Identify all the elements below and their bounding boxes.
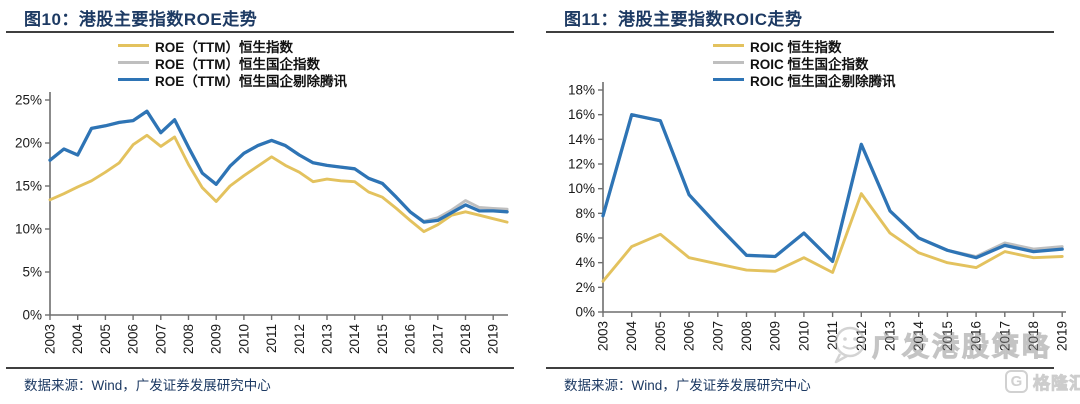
gelonghui-g-icon: G	[1005, 370, 1028, 393]
legend-label: ROIC 恒生国企指数	[750, 56, 869, 72]
footer-divider	[546, 367, 1054, 369]
x-tick-label: 2010	[236, 324, 251, 354]
x-tick-label: 2010	[796, 321, 811, 351]
title-divider	[6, 31, 514, 33]
x-tick-label: 2016	[969, 321, 984, 351]
y-tick-label: 18%	[568, 83, 595, 98]
x-tick-label: 2006	[126, 324, 141, 354]
legend-item: ROE（TTM）恒生国企指数	[118, 54, 347, 72]
roic-chart-card: 图11：港股主要指数ROIC走势 0% 2% 4% 6% 8% 10% 12% 14% 16% 1…	[540, 0, 1080, 404]
roe-chart-title: 图10：港股主要指数ROE走势	[24, 10, 258, 29]
y-tick-label: 16%	[568, 107, 595, 122]
x-tick-label: 2011	[825, 321, 840, 350]
x-tick-label: 2012	[292, 324, 307, 354]
legend-label: ROIC 恒生国企剔除腾讯	[750, 73, 896, 89]
title-divider	[546, 31, 1054, 33]
x-tick-label: 2013	[320, 324, 335, 354]
series-line-0	[48, 133, 509, 234]
x-tick-label: 2007	[710, 321, 725, 351]
x-tick-label: 2003	[596, 321, 611, 351]
series-line-2	[48, 109, 509, 224]
y-tick-label: 6%	[575, 231, 595, 246]
y-tick-label: 0%	[575, 305, 595, 320]
x-tick-label: 2013	[883, 321, 898, 351]
x-tick-label: 2018	[1026, 321, 1041, 351]
x-tick-label: 2019	[486, 324, 501, 354]
hscei-ex-tencent-line-swatch	[118, 78, 149, 81]
x-tick-label: 2016	[403, 324, 418, 354]
hsi-line-swatch	[713, 44, 744, 47]
legend-label: ROIC 恒生指数	[750, 39, 842, 55]
x-tick-label: 2003	[43, 324, 58, 354]
x-tick-label: 2019	[1055, 321, 1070, 351]
y-tick-label: 15%	[15, 179, 42, 194]
x-tick-label: 2015	[375, 324, 390, 354]
legend-item: ROIC 恒生指数	[713, 37, 896, 55]
series-line-2	[601, 113, 1064, 264]
x-tick-label: 2005	[653, 321, 668, 351]
roic-legend: ROIC 恒生指数 ROIC 恒生国企指数 ROIC 恒生国企剔除腾讯	[713, 37, 896, 89]
y-tick-label: 10%	[15, 222, 42, 237]
legend-label: ROE（TTM）恒生国企指数	[155, 56, 320, 72]
roe-legend: ROE（TTM）恒生指数 ROE（TTM）恒生国企指数 ROE（TTM）恒生国企…	[118, 37, 347, 89]
x-tick-label: 2018	[458, 324, 473, 354]
x-tick-label: 2014	[347, 324, 362, 355]
y-tick-label: 20%	[15, 136, 42, 151]
x-tick-label: 2015	[940, 321, 955, 351]
x-tick-label: 2004	[70, 324, 85, 355]
x-tick-label: 2017	[997, 321, 1012, 351]
x-tick-label: 2009	[209, 324, 224, 354]
y-tick-label: 4%	[575, 255, 595, 270]
roic-chart-plot: 0% 2% 4% 6% 8% 10% 12% 14% 16% 18% 2003 2004 2005 200…	[568, 82, 1070, 352]
y-tick-label: 8%	[575, 206, 595, 221]
legend-item: ROIC 恒生国企指数	[713, 54, 896, 72]
hscei-line-swatch	[118, 61, 149, 64]
data-source-note: 数据来源：Wind，广发证券发展研究中心	[564, 378, 811, 393]
series-line-1	[48, 109, 509, 223]
y-tick-label: 5%	[22, 265, 42, 280]
y-tick-label: 25%	[15, 93, 42, 108]
y-tick-label: 12%	[568, 157, 595, 172]
hsi-line-swatch	[118, 44, 149, 47]
y-tick-label: 10%	[568, 181, 595, 196]
gelonghui-logo: G 格隆汇	[1005, 369, 1080, 394]
x-tick-label: 2005	[98, 324, 113, 354]
x-tick-label: 2008	[181, 324, 196, 354]
y-tick-label: 2%	[575, 280, 595, 295]
hscei-line-swatch	[713, 61, 744, 64]
legend-label: ROE（TTM）恒生指数	[155, 39, 293, 55]
x-tick-label: 2007	[153, 324, 168, 354]
roe-chart-card: 图10：港股主要指数ROE走势 0% 5% 10% 15% 20% 25% 2003 2004…	[6, 10, 514, 393]
roic-chart-title: 图11：港股主要指数ROIC走势	[564, 10, 803, 29]
roe-chart-plot: 0% 5% 10% 15% 20% 25% 2003 2004 2005 2006 2007 2008…	[15, 92, 509, 355]
x-tick-label: 2017	[430, 324, 445, 354]
y-tick-label: 14%	[568, 132, 595, 147]
x-tick-label: 2008	[739, 321, 754, 351]
gelonghui-logo-text: 格隆汇	[1033, 374, 1080, 394]
y-tick-label: 0%	[22, 308, 42, 323]
data-source-note: 数据来源：Wind，广发证券发展研究中心	[24, 378, 271, 393]
legend-item: ROIC 恒生国企剔除腾讯	[713, 71, 896, 89]
legend-item: ROE（TTM）恒生国企剔除腾讯	[118, 71, 347, 89]
x-tick-label: 2012	[854, 321, 869, 351]
series-line-0	[601, 192, 1064, 283]
x-tick-label: 2004	[624, 321, 639, 352]
hscei-ex-tencent-line-swatch	[713, 78, 744, 81]
legend-label: ROE（TTM）恒生国企剔除腾讯	[155, 73, 347, 89]
x-tick-label: 2011	[264, 324, 279, 353]
legend-item: ROE（TTM）恒生指数	[118, 37, 347, 55]
footer-divider	[6, 367, 514, 369]
x-tick-label: 2006	[682, 321, 697, 351]
x-tick-label: 2014	[911, 321, 926, 352]
x-tick-label: 2009	[768, 321, 783, 351]
series-line-1	[601, 113, 1064, 263]
